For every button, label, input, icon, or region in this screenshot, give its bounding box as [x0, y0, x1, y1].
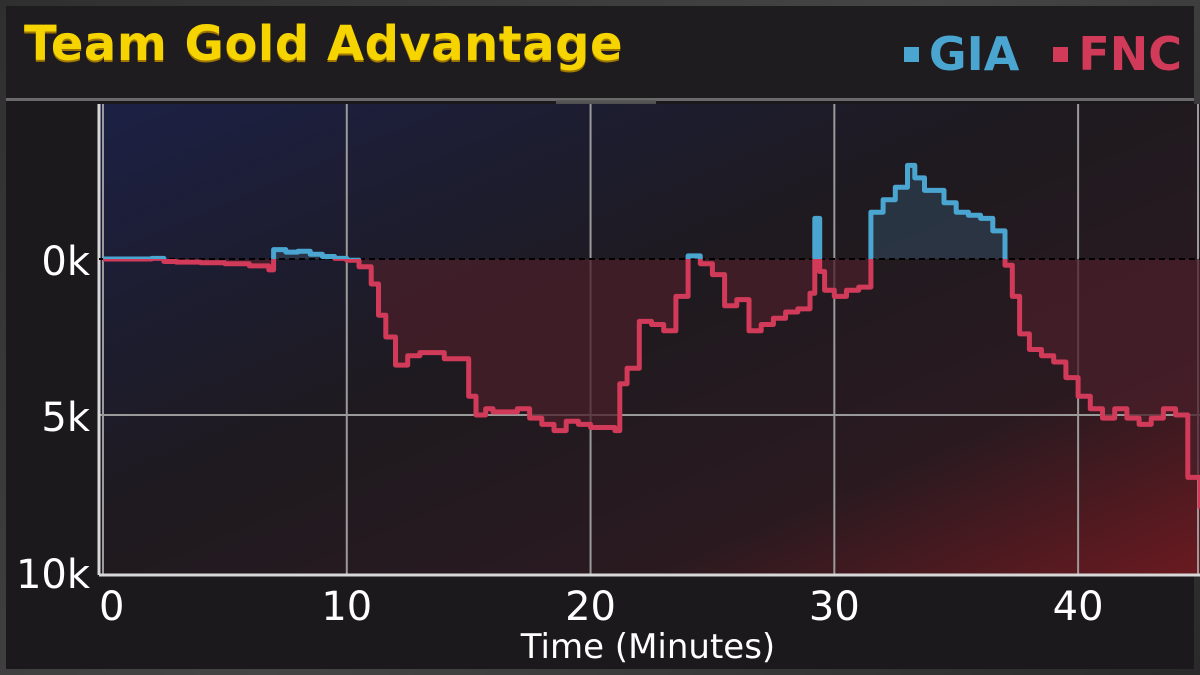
y-tick-label: 0k: [41, 239, 90, 285]
x-axis-label: Time (Minutes): [520, 627, 775, 667]
y-tick-label: 5k: [41, 395, 90, 441]
legend-label-gia: GIA: [928, 27, 1020, 81]
x-tick-label: 40: [1053, 584, 1104, 630]
area-fills: [103, 165, 1200, 509]
legend-item-gia: GIA: [903, 27, 1020, 81]
chart-title: Team Gold Advantage: [24, 16, 624, 72]
series-lines: [103, 162, 1200, 509]
fnc-gold-line: [103, 259, 1200, 509]
legend-label-fnc: FNC: [1078, 27, 1182, 81]
plot-background: [99, 104, 1200, 575]
legend: GIA FNC: [903, 26, 1182, 82]
gia-advantage-area: [103, 165, 1200, 259]
legend-swatch-fnc: [1053, 46, 1069, 62]
x-tick-label: 10: [321, 584, 372, 630]
legend-item-fnc: FNC: [1053, 27, 1182, 81]
chart-header: Team Gold Advantage GIA FNC: [6, 6, 1194, 101]
x-tick-label: 20: [565, 584, 616, 630]
x-tick-label: 0: [99, 584, 124, 630]
x-tick-label: 30: [809, 584, 860, 630]
legend-swatch-gia: [903, 46, 919, 62]
y-tick-label: 10k: [16, 552, 91, 598]
fnc-advantage-area: [103, 259, 1200, 509]
